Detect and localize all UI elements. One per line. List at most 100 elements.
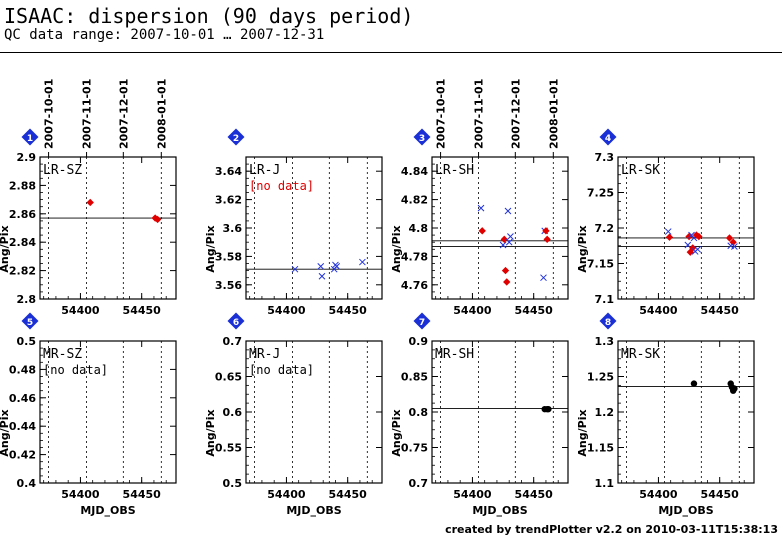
- no-data-note: [no data]: [43, 363, 108, 377]
- y-tick-label: 0.7: [223, 335, 243, 348]
- y-axis-label: Ang/Pix: [0, 409, 11, 456]
- data-point-blue: [540, 274, 547, 282]
- date-tick-label: 2008-01-01: [155, 79, 168, 149]
- panel-label: MR-SK: [621, 347, 660, 362]
- y-tick-label: 0.44: [9, 420, 36, 433]
- data-point-red: [543, 235, 551, 244]
- y-tick-label: 2.9: [17, 151, 37, 164]
- y-tick-label: 1.1: [595, 477, 615, 490]
- data-point-blue: [664, 228, 672, 235]
- x-tick-label: 54400: [453, 304, 492, 317]
- panel-badge-number: 7: [419, 318, 425, 328]
- y-tick-label: 0.85: [401, 371, 428, 384]
- x-tick-label: 54450: [701, 488, 740, 501]
- x-tick-label: 54400: [639, 488, 678, 501]
- y-axis-label: Ang/Pix: [204, 409, 217, 456]
- panel-label: LR-SH: [435, 163, 474, 178]
- y-tick-label: 2.88: [9, 179, 36, 192]
- panel-mr-sk: 1.1 1.15 1.2 1.25 1.3 54400 54450 Ang/Pix MJD_OB…: [576, 312, 755, 517]
- data-point-blue: [477, 204, 485, 212]
- panel-badge: [413, 312, 431, 330]
- y-axis-label: Ang/Pix: [576, 409, 589, 456]
- data-point-blue: [731, 243, 738, 250]
- data-point-blue: [317, 262, 325, 270]
- y-axis-label: Ang/Pix: [576, 225, 589, 272]
- no-data-note: [no data]: [249, 363, 314, 377]
- x-tick-label: 54450: [515, 488, 554, 501]
- data-point-red: [665, 233, 674, 241]
- date-tick-label: 2007-10-01: [43, 79, 56, 149]
- y-tick-label: 2.84: [9, 236, 36, 249]
- data-point-red: [503, 278, 511, 286]
- x-tick-label: 54400: [61, 304, 100, 317]
- y-tick-label: 2.8: [17, 293, 37, 306]
- y-tick-label: 7.2: [595, 222, 615, 235]
- x-axis-label: MJD_OBS: [472, 504, 527, 517]
- panel-label: MR-J: [249, 347, 280, 362]
- x-axis-label: MJD_OBS: [658, 504, 713, 517]
- date-tick-label: 2008-01-01: [547, 79, 560, 149]
- data-point-red: [689, 244, 697, 252]
- data-point-red: [478, 227, 486, 235]
- y-tick-label: 2.86: [9, 208, 36, 221]
- y-axis-label: Ang/Pix: [0, 225, 11, 272]
- page-header: ISAAC: dispersion (90 days period) QC da…: [4, 4, 414, 44]
- panel-lr-sk: 7.1 7.15 7.2 7.25 7.3 54400 54450 Ang/Pix LR-SK 4: [576, 128, 755, 317]
- data-point-blue: [505, 238, 513, 246]
- x-tick-label: 54450: [701, 304, 740, 317]
- y-tick-label: 3.64: [215, 165, 242, 178]
- panel-mr-sz: 0.4 0.42 0.44 0.46 0.48 0.5 54400 54450 Ang/Pix M…: [0, 312, 177, 517]
- data-point-red: [501, 266, 510, 275]
- panel-badge-number: 5: [27, 318, 33, 328]
- panel-badge: [227, 312, 245, 330]
- panel-label: MR-SZ: [43, 347, 82, 362]
- header-divider: [0, 52, 782, 53]
- panel-label: LR-SZ: [43, 163, 82, 178]
- date-tick-label: 2007-12-01: [117, 79, 130, 149]
- panel-label: LR-J: [249, 163, 280, 178]
- panel-badge-number: 3: [419, 134, 425, 144]
- y-tick-label: 0.5: [223, 477, 243, 490]
- y-tick-label: 3.56: [215, 279, 242, 292]
- y-tick-label: 1.25: [587, 371, 614, 384]
- data-point-blue: [499, 241, 507, 249]
- y-tick-label: 4.78: [401, 250, 428, 263]
- data-point-red: [86, 198, 94, 207]
- panel-badge-number: 2: [233, 134, 239, 144]
- y-tick-label: 0.8: [409, 406, 429, 419]
- panel-badge-number: 1: [27, 134, 33, 144]
- y-tick-label: 7.1: [595, 293, 615, 306]
- panel-badge: [599, 312, 617, 330]
- x-axis-label: MJD_OBS: [286, 504, 341, 517]
- x-tick-label: 54400: [639, 304, 678, 317]
- date-tick-label: 2007-10-01: [435, 79, 448, 149]
- plot-frame: [617, 156, 755, 300]
- y-tick-label: 0.42: [9, 449, 36, 462]
- date-tick-label: 2007-12-01: [509, 79, 522, 149]
- x-axis-label: MJD_OBS: [80, 504, 135, 517]
- x-tick-label: 54450: [515, 304, 554, 317]
- panel-mr-j: 0.5 0.55 0.6 0.65 0.7 54400 54450 Ang/Pix MJD_OB…: [204, 312, 383, 517]
- date-tick-label: 2007-11-01: [473, 79, 486, 149]
- data-point-blue: [684, 241, 692, 249]
- y-tick-label: 0.5: [17, 335, 37, 348]
- x-tick-label: 54450: [329, 304, 368, 317]
- y-tick-label: 7.15: [587, 258, 614, 271]
- y-tick-label: 4.82: [401, 194, 428, 207]
- x-tick-label: 54400: [267, 304, 306, 317]
- data-point-blue: [359, 258, 366, 266]
- credit-line: created by trendPlotter v2.2 on 2010-03-…: [445, 523, 778, 536]
- panel-lr-j: 3.56 3.58 3.6 3.62 3.64 54400 54450 Ang/Pix LR-J…: [204, 128, 383, 317]
- y-tick-label: 0.75: [401, 442, 428, 455]
- y-axis-label: Ang/Pix: [390, 409, 403, 456]
- y-tick-label: 1.3: [595, 335, 615, 348]
- data-point-red: [725, 234, 734, 242]
- y-tick-label: 0.65: [215, 371, 242, 384]
- page-title: ISAAC: dispersion (90 days period): [4, 4, 414, 28]
- date-tick-label: 2007-11-01: [81, 79, 94, 149]
- panel-label: LR-SK: [621, 163, 660, 178]
- y-tick-label: 7.3: [595, 151, 615, 164]
- data-point-red: [685, 232, 693, 241]
- y-tick-label: 0.4: [17, 477, 37, 490]
- data-point-red: [500, 235, 508, 244]
